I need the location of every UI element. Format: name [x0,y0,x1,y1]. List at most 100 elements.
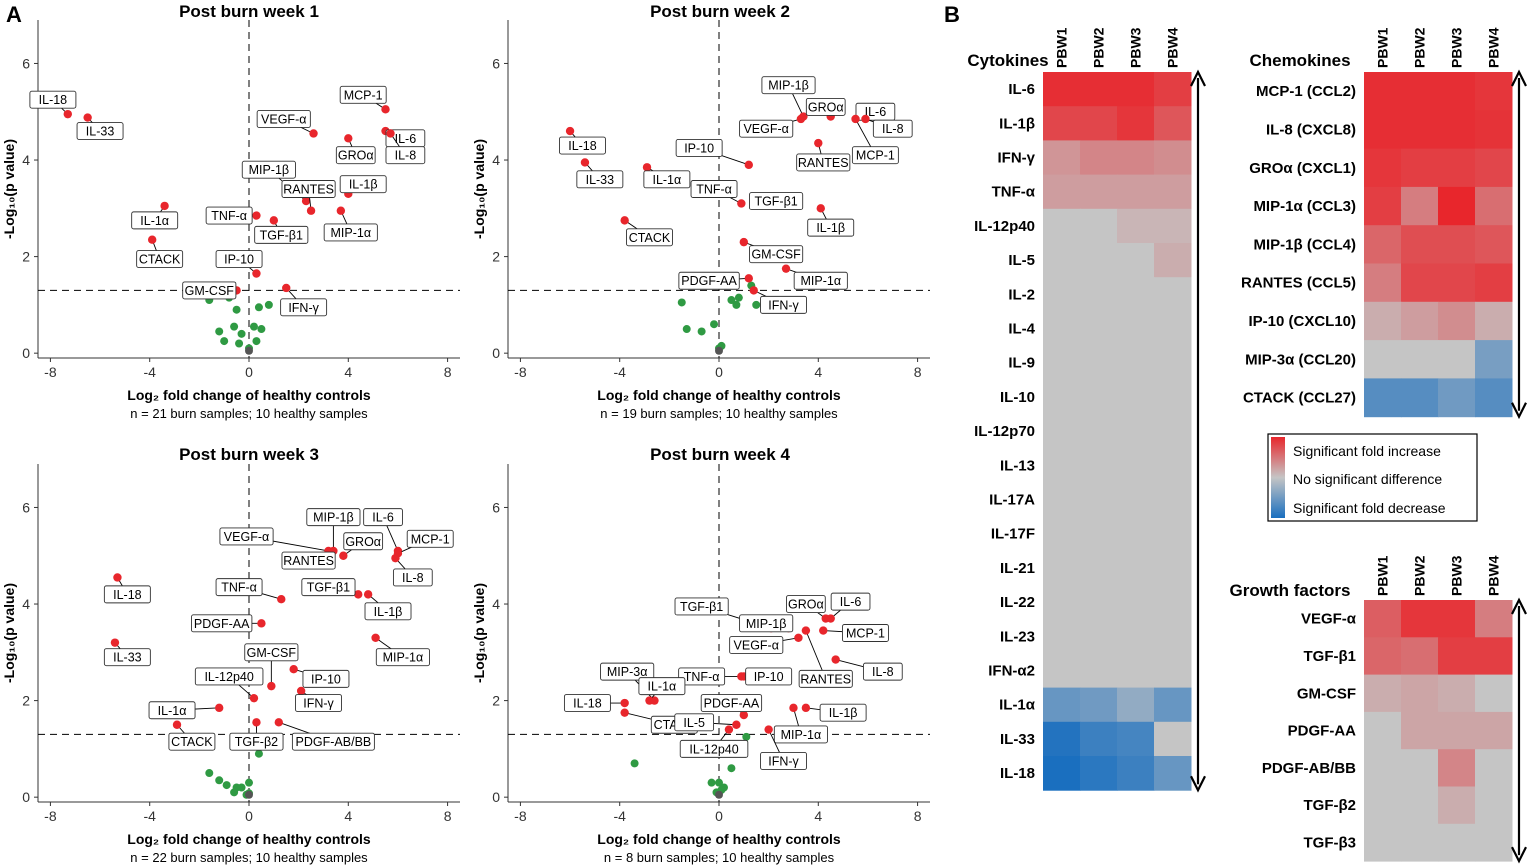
row-label: TGF-β2 [1304,797,1357,814]
heatmap-cell [1154,585,1192,620]
x-tick-label: 4 [814,808,822,824]
heatmap-title: Cytokines [967,51,1048,70]
significant-point [819,626,828,635]
point-label: MIP-1α [800,274,841,288]
column-label: PBW3 [1449,555,1465,596]
heatmap-cell [1080,345,1118,381]
row-label: IL-21 [1000,560,1035,577]
point-label-box [295,694,342,712]
point-label-box [749,245,804,264]
point-label-box [335,146,376,165]
significant-point [796,114,806,124]
heatmap-cell [1364,637,1402,676]
chart-title: Post burn week 4 [650,445,790,464]
point-label: IL-8 [882,122,904,136]
significant-point [301,196,311,206]
point-label-box [739,614,794,633]
chart-title: Post burn week 3 [179,445,319,464]
significant-point [354,590,363,599]
heatmap-cell [1438,301,1476,341]
point-label-box [760,295,807,314]
row-label: IL-17F [991,526,1035,543]
heatmap-cell [1080,106,1118,141]
point-label-box [385,146,426,165]
point-label: TGF-β1 [260,228,303,242]
significant-point [160,201,169,211]
heatmap-cell [1401,749,1439,787]
nonsignificant-point [682,325,691,334]
y-tick-label: 2 [492,693,500,709]
point-label: TGF-β1 [754,195,797,209]
point-label: IL-18 [113,588,142,602]
heatmap-cell [1043,721,1081,757]
point-label: MIP-1α [781,728,822,742]
heatmap-cell [1043,277,1081,312]
heatmap-cell [1364,263,1402,303]
heatmap-cell [1401,340,1439,379]
heatmap-cell [1154,414,1192,449]
zero-point [245,790,253,799]
point-label: MCP-1 [411,532,450,546]
nonsignificant-point [215,776,224,785]
heatmap-cell [1043,208,1081,244]
sample-size-label: n = 21 burn samples; 10 healthy samples [130,406,368,421]
row-label: IL-1β [999,115,1035,132]
point-label: TGF-β1 [307,581,350,595]
heatmap-cell [1438,637,1476,676]
heatmap-cell [1080,482,1118,518]
significant-point [147,235,157,244]
point-label-box [191,614,253,633]
point-label: MCP-1 [856,149,895,163]
significant-point [861,114,870,124]
point-label: IP-10 [311,672,341,686]
heatmap-cell [1043,448,1081,483]
y-tick-label: 4 [22,596,30,612]
point-label-box [745,667,793,686]
heatmap-cell [1154,687,1192,723]
nonsignificant-point [734,293,743,302]
heatmap-cell [1117,619,1155,654]
point-label: IFN-γ [768,298,799,312]
heatmap-cell [1154,619,1192,654]
heatmap-cell [1154,516,1192,552]
point-label-box [280,298,328,317]
x-tick-label: -8 [514,808,527,824]
point-label: GROα [345,535,381,549]
y-tick-label: 0 [22,789,30,805]
heatmap-cell [1401,823,1439,862]
heatmap-cell [1117,208,1155,244]
heatmaps: Cytokines PBW1 PBW2 PBW3 PBW4 IL-6 IL-1β IFN-γ T… [967,27,1527,864]
x-tick-label: -8 [44,364,57,380]
point-label-box [793,271,848,290]
point-label-box [364,602,412,621]
heatmap-cell [1401,148,1439,188]
heatmap-cell [1475,225,1513,264]
heatmap-cell [1117,448,1155,483]
point-label: CTACK [139,253,181,267]
point-label-box [739,119,794,138]
point-label: IP-10 [684,141,714,155]
significant-point [269,216,279,225]
significant-point [831,655,840,664]
heatmap-cell [1117,516,1155,552]
heatmap-cell [1117,414,1155,449]
row-label: IL-10 [1000,389,1035,406]
point-label: MIP-1α [330,226,371,240]
point-label-box [675,139,723,157]
significant-point [739,237,749,247]
point-label-box [830,592,871,611]
point-label-box [851,146,899,165]
point-label-box [761,76,816,95]
heatmap-cell [1117,243,1155,278]
nonsignificant-point [215,327,224,336]
heatmap-cell [1364,340,1402,379]
nonsignificant-point [257,325,266,334]
point-label-box [700,694,763,712]
heatmap-cell [1401,110,1439,150]
sample-size-label: n = 8 burn samples; 10 healthy samples [604,850,835,865]
point-label: PDGF-AA [704,697,760,711]
point-label-box [205,206,253,225]
point-label-box [131,211,179,230]
significant-point [296,686,306,696]
column-label: PBW2 [1091,27,1107,68]
